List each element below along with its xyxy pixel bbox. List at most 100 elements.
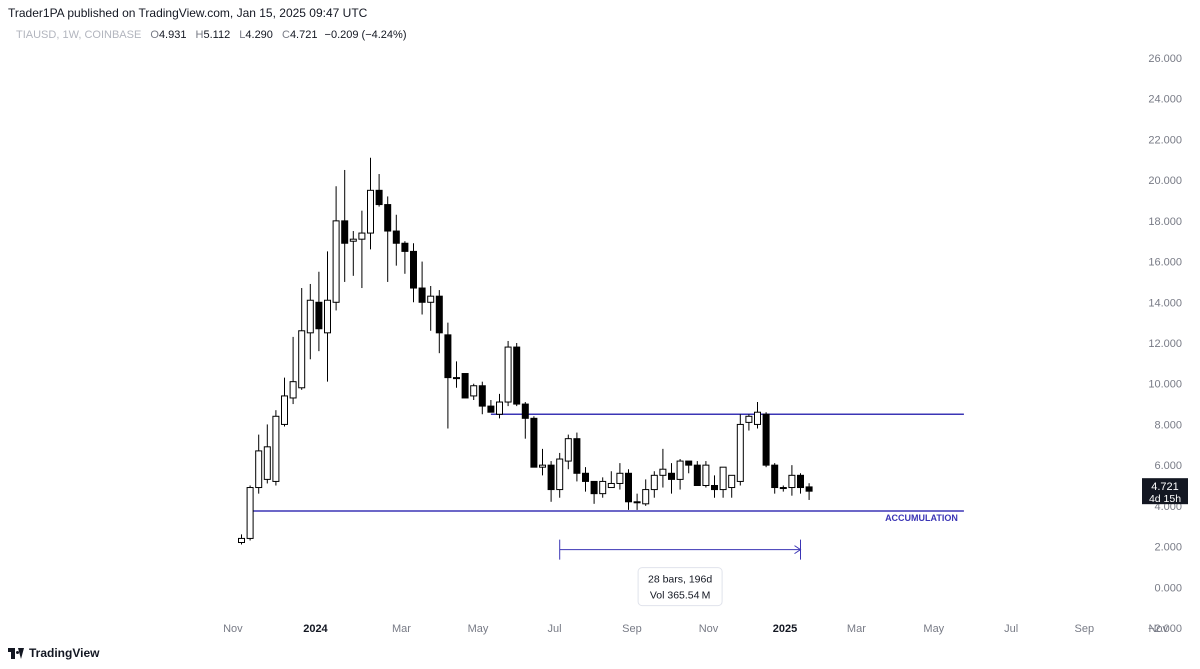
candle-down — [315, 301, 323, 330]
candle-up — [788, 474, 796, 489]
high-value: 5.112 — [203, 29, 231, 41]
candle-down — [384, 204, 392, 232]
y-tick-label: 20.000 — [1148, 175, 1182, 187]
close-value: 4.721 — [289, 29, 318, 41]
candle-up — [728, 474, 736, 489]
candle-up — [349, 238, 357, 242]
candle-up — [367, 189, 374, 234]
candle-down — [711, 485, 718, 491]
candle-up — [616, 472, 624, 484]
low-value: 4.290 — [245, 29, 273, 41]
candle-down — [513, 346, 521, 405]
candle-up — [736, 423, 744, 482]
footer-brand-name: TradingView — [29, 646, 100, 660]
candle-up — [358, 232, 366, 240]
y-tick-label: 8.000 — [1154, 419, 1182, 431]
symbol-legend: TIAUSD, 1W, COINBASE O4.931 H5.112 L4.29… — [16, 29, 406, 41]
x-tick-label: 2024 — [303, 623, 328, 635]
candle-down — [582, 472, 589, 482]
candle-down — [444, 334, 452, 379]
x-tick-label: May — [468, 623, 489, 635]
y-tick-label: 12.000 — [1148, 338, 1182, 350]
candle-down — [625, 472, 632, 503]
candle-up — [306, 299, 314, 334]
y-tick-label: 0.000 — [1154, 582, 1182, 594]
candle-up — [779, 487, 787, 490]
candle-up — [427, 295, 435, 303]
candle-up — [255, 450, 263, 489]
candle-down — [418, 287, 426, 303]
x-tick-label: Nov — [223, 623, 243, 635]
candle-down — [401, 242, 409, 252]
candle-up — [504, 346, 512, 403]
y-tick-label: 26.000 — [1148, 53, 1182, 65]
candlestick-chart[interactable]: −2.0000.0002.0004.0006.0008.00010.00012.… — [8, 48, 1190, 638]
candle-up — [676, 460, 684, 480]
candle-up — [238, 537, 245, 543]
candle-down — [410, 250, 417, 289]
publish-info: Trader1PA published on TradingView.com, … — [8, 6, 368, 20]
y-tick-label: 24.000 — [1148, 94, 1182, 106]
candle-up — [272, 415, 280, 482]
candle-up — [263, 446, 271, 480]
x-tick-label: Mar — [847, 623, 866, 635]
date-range-volume: Vol 365.54 M — [650, 590, 710, 602]
candle-down — [341, 220, 349, 244]
candle-up — [246, 487, 254, 539]
candle-up — [324, 299, 331, 334]
candle-down — [547, 464, 555, 491]
candle-down — [435, 295, 443, 334]
candle-up — [564, 438, 572, 462]
candle-up — [332, 220, 340, 303]
candle-down — [693, 464, 701, 486]
close-key: C — [281, 29, 290, 41]
change-value: −0.209 (−4.24%) — [324, 29, 407, 41]
x-tick-label: Mar — [392, 623, 411, 635]
x-tick-label: Nov — [1148, 623, 1168, 635]
candle-up — [642, 489, 650, 505]
candle-down — [530, 417, 538, 468]
last-price-tag — [1142, 478, 1188, 505]
date-range-bars: 28 bars, 196d — [648, 574, 712, 586]
last-price-value: 4.721 — [1151, 481, 1179, 493]
candle-up — [702, 464, 710, 486]
candle-down — [375, 189, 383, 206]
candle-down — [487, 405, 495, 413]
candle-up — [470, 385, 478, 397]
y-tick-label: 6.000 — [1154, 460, 1182, 472]
candle-up — [599, 480, 607, 495]
candle-up — [650, 474, 658, 491]
candle-up — [298, 330, 306, 389]
candle-down — [797, 474, 804, 489]
candle-up — [556, 458, 564, 491]
x-tick-label: Sep — [1075, 623, 1095, 635]
x-tick-label: Jul — [1004, 623, 1018, 635]
candle-down — [762, 413, 770, 466]
x-tick-label: 2025 — [773, 623, 797, 635]
candle-down — [478, 385, 486, 407]
candle-up — [281, 395, 288, 425]
y-tick-label: 16.000 — [1148, 257, 1182, 269]
x-tick-label: Nov — [699, 623, 719, 635]
y-tick-label: 10.000 — [1148, 379, 1182, 391]
open-key: O — [150, 29, 159, 41]
candle-down — [668, 472, 675, 480]
chart-pane[interactable]: −2.000 0.000 2.000 4.000 6.000 8.000 10.000 12.… — [8, 48, 1190, 638]
candle-up — [289, 381, 297, 399]
low-key: L — [239, 29, 246, 41]
y-tick-label: 18.000 — [1148, 216, 1182, 228]
candle-down — [392, 230, 400, 244]
accumulation-label: ACCUMULATION — [885, 513, 958, 523]
bar-countdown: 4d 15h — [1149, 493, 1181, 505]
x-tick-label: Jul — [548, 623, 562, 635]
candle-up — [633, 501, 641, 504]
candle-up — [719, 466, 727, 491]
candle-down — [771, 464, 779, 489]
y-tick-label: 2.000 — [1154, 542, 1182, 554]
x-tick-label: May — [923, 623, 944, 635]
date-range-box — [637, 567, 723, 607]
symbol-name[interactable]: TIAUSD, 1W, COINBASE — [16, 29, 142, 41]
candle-down — [805, 486, 813, 492]
candle-up — [453, 377, 460, 380]
candle-down — [521, 403, 529, 419]
